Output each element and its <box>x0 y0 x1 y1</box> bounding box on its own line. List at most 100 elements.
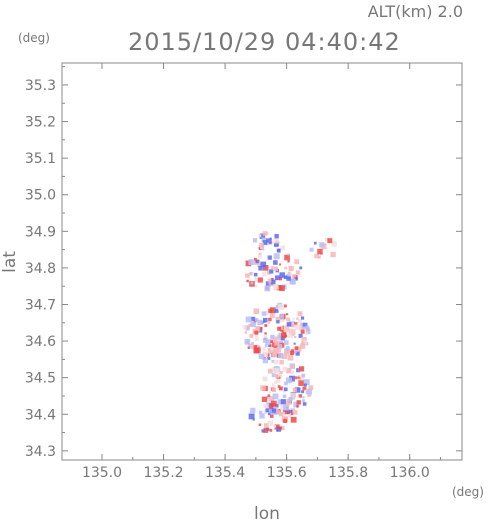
radar-cell <box>273 242 279 247</box>
radar-cell <box>303 379 310 386</box>
radar-cell <box>273 266 279 271</box>
radar-cell <box>302 386 307 391</box>
y-tick-label: 34.4 <box>25 407 56 423</box>
radar-cell <box>285 367 292 374</box>
radar-cell <box>278 277 283 281</box>
radar-cell <box>294 322 298 326</box>
radar-cell <box>299 266 303 270</box>
radar-cell <box>298 374 305 381</box>
radar-cell <box>301 337 307 343</box>
radar-cell <box>267 255 272 260</box>
radar-cell <box>285 346 290 351</box>
radar-cell <box>253 257 257 261</box>
radar-cell <box>263 428 269 433</box>
radar-cell <box>250 321 256 328</box>
radar-cell <box>302 340 307 345</box>
x-axis-ticks: 135.0 135.2 135.4 135.6 135.8 136.0 <box>82 63 441 481</box>
radar-cell <box>258 252 262 256</box>
radar-cell <box>267 356 271 360</box>
radar-cell <box>269 414 274 418</box>
radar-cell <box>259 413 265 419</box>
radar-cell <box>331 241 337 247</box>
radar-cell <box>262 231 268 236</box>
radar-cell <box>283 387 288 392</box>
radar-cell <box>277 385 281 388</box>
radar-cell <box>288 333 293 339</box>
radar-cell <box>294 346 299 351</box>
radar-cell <box>268 396 275 402</box>
radar-cell <box>298 394 303 398</box>
radar-cell <box>257 254 262 259</box>
radar-cell <box>265 339 272 346</box>
radar-cell <box>264 344 268 348</box>
radar-cell <box>286 322 292 327</box>
radar-cell <box>280 245 286 251</box>
radar-cell <box>270 279 276 285</box>
radar-cell <box>273 408 279 414</box>
radar-cell <box>271 387 277 393</box>
radar-cell <box>290 416 297 423</box>
radar-cell <box>258 423 262 426</box>
radar-cell <box>260 261 267 268</box>
radar-cell <box>293 410 298 415</box>
radar-cell <box>270 277 274 281</box>
radar-cell <box>274 308 279 313</box>
radar-cell <box>296 400 301 405</box>
radar-cell <box>266 402 272 408</box>
radar-cell <box>298 319 302 324</box>
radar-cell <box>297 376 300 379</box>
radar-cell <box>275 316 281 322</box>
radar-cell <box>251 342 254 345</box>
radar-cell <box>293 350 297 354</box>
radar-cell <box>293 324 298 329</box>
radar-cell <box>271 352 277 357</box>
radar-cell <box>259 233 266 239</box>
radar-cell <box>290 370 295 375</box>
radar-cell <box>302 326 306 330</box>
radar-cell <box>290 350 295 355</box>
radar-cell <box>283 419 288 424</box>
radar-cell <box>278 372 283 377</box>
radar-cell <box>275 374 280 379</box>
radar-cell <box>286 313 289 316</box>
radar-cell <box>267 321 271 324</box>
radar-cell <box>258 234 262 238</box>
radar-cell <box>265 408 270 413</box>
radar-cell <box>269 391 272 394</box>
radar-cell <box>269 237 272 240</box>
radar-cell <box>266 395 270 399</box>
radar-cell <box>290 392 297 399</box>
radar-cell <box>274 424 280 430</box>
radar-cell <box>279 371 283 374</box>
radar-cell <box>280 336 285 341</box>
radar-cell <box>302 402 307 406</box>
radar-cell <box>276 347 282 353</box>
radar-cell <box>287 271 291 275</box>
radar-cell <box>268 308 273 313</box>
radar-cell <box>268 281 272 285</box>
radar-cell <box>290 349 294 353</box>
radar-cell <box>298 380 304 386</box>
radar-cell <box>274 380 278 384</box>
radar-cell <box>313 241 317 245</box>
y-tick-label: 34.5 <box>25 371 56 387</box>
radar-cell <box>289 409 293 413</box>
radar-cell <box>267 368 273 374</box>
radar-cell <box>270 266 274 269</box>
radar-cell <box>303 383 307 387</box>
radar-cell <box>271 383 276 387</box>
radar-cell <box>248 413 255 420</box>
radar-cell <box>282 366 288 372</box>
x-tick-label: 135.4 <box>205 465 245 481</box>
radar-cell <box>284 254 290 261</box>
radar-cell <box>253 345 258 349</box>
radar-cell <box>254 347 261 354</box>
radar-cell <box>301 373 306 378</box>
radar-cell <box>305 328 311 334</box>
radar-cell <box>290 412 294 416</box>
radar-cell <box>302 399 305 403</box>
radar-cell <box>282 394 287 399</box>
radar-cell <box>269 307 276 314</box>
radar-cell <box>258 266 263 271</box>
radar-cell <box>262 357 269 364</box>
